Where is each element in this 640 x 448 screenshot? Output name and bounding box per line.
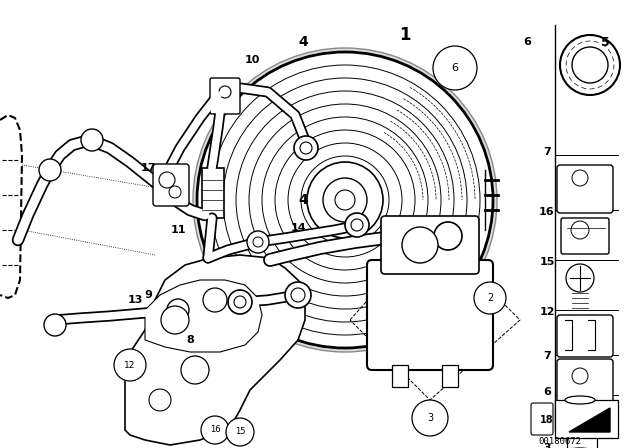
Text: 17: 17 <box>140 163 156 173</box>
Circle shape <box>300 142 312 154</box>
Text: 12: 12 <box>540 307 555 317</box>
Bar <box>442 365 458 387</box>
Text: 15: 15 <box>235 427 245 436</box>
Circle shape <box>193 48 497 352</box>
Bar <box>202 168 224 218</box>
Text: 4: 4 <box>298 35 308 49</box>
Circle shape <box>247 231 269 253</box>
Circle shape <box>351 219 363 231</box>
Circle shape <box>169 186 181 198</box>
Bar <box>555 400 618 438</box>
FancyBboxPatch shape <box>367 260 493 370</box>
Circle shape <box>412 400 448 436</box>
Circle shape <box>402 227 438 263</box>
Text: 1: 1 <box>399 26 411 44</box>
Text: 6: 6 <box>451 63 458 73</box>
Ellipse shape <box>565 396 595 404</box>
Circle shape <box>307 162 383 238</box>
Text: 18: 18 <box>540 415 554 425</box>
Circle shape <box>214 84 236 106</box>
Text: 8: 8 <box>186 335 194 345</box>
Circle shape <box>149 389 171 411</box>
Circle shape <box>345 213 369 237</box>
Text: 5: 5 <box>600 35 609 48</box>
Circle shape <box>228 290 252 314</box>
Text: 10: 10 <box>244 55 260 65</box>
Circle shape <box>291 288 305 302</box>
Text: 6: 6 <box>523 37 531 47</box>
Text: 7: 7 <box>543 147 551 157</box>
Polygon shape <box>125 255 305 445</box>
Circle shape <box>474 282 506 314</box>
Text: 3: 3 <box>427 413 433 423</box>
Text: 4: 4 <box>298 193 308 207</box>
Circle shape <box>226 418 254 446</box>
Circle shape <box>294 136 318 160</box>
FancyBboxPatch shape <box>557 165 613 213</box>
Bar <box>392 365 408 387</box>
Circle shape <box>572 170 588 186</box>
FancyBboxPatch shape <box>557 359 613 403</box>
Text: 15: 15 <box>540 257 555 267</box>
Circle shape <box>335 190 355 210</box>
Text: 11: 11 <box>170 225 186 235</box>
Circle shape <box>201 416 229 444</box>
Circle shape <box>434 222 462 250</box>
Circle shape <box>571 221 589 239</box>
FancyBboxPatch shape <box>561 218 609 254</box>
Circle shape <box>572 368 588 384</box>
Circle shape <box>167 299 189 321</box>
Text: 13: 13 <box>127 295 143 305</box>
Text: 12: 12 <box>124 361 136 370</box>
Circle shape <box>161 306 189 334</box>
Polygon shape <box>569 408 610 432</box>
Bar <box>567 400 597 448</box>
Circle shape <box>39 159 61 181</box>
Text: 3: 3 <box>543 443 551 448</box>
Circle shape <box>572 47 608 83</box>
FancyBboxPatch shape <box>210 78 240 114</box>
Text: 16: 16 <box>210 426 220 435</box>
Circle shape <box>219 86 231 98</box>
Circle shape <box>44 314 66 336</box>
Circle shape <box>323 178 367 222</box>
Circle shape <box>81 129 103 151</box>
FancyBboxPatch shape <box>557 315 613 357</box>
Circle shape <box>433 46 477 90</box>
Polygon shape <box>145 280 262 352</box>
Text: 14: 14 <box>290 223 306 233</box>
FancyBboxPatch shape <box>531 403 553 435</box>
Circle shape <box>197 52 493 348</box>
Circle shape <box>253 237 263 247</box>
FancyBboxPatch shape <box>381 216 479 274</box>
Circle shape <box>203 288 227 312</box>
Text: 7: 7 <box>543 351 551 361</box>
Text: 16: 16 <box>539 207 555 217</box>
Circle shape <box>159 172 175 188</box>
Circle shape <box>234 296 246 308</box>
Circle shape <box>114 349 146 381</box>
Circle shape <box>181 356 209 384</box>
Text: 9: 9 <box>144 290 152 300</box>
Text: 2: 2 <box>487 293 493 303</box>
Text: 00180672: 00180672 <box>538 438 582 447</box>
Text: 6: 6 <box>543 387 551 397</box>
FancyBboxPatch shape <box>153 164 189 206</box>
Circle shape <box>560 35 620 95</box>
Circle shape <box>566 264 594 292</box>
Circle shape <box>285 282 311 308</box>
